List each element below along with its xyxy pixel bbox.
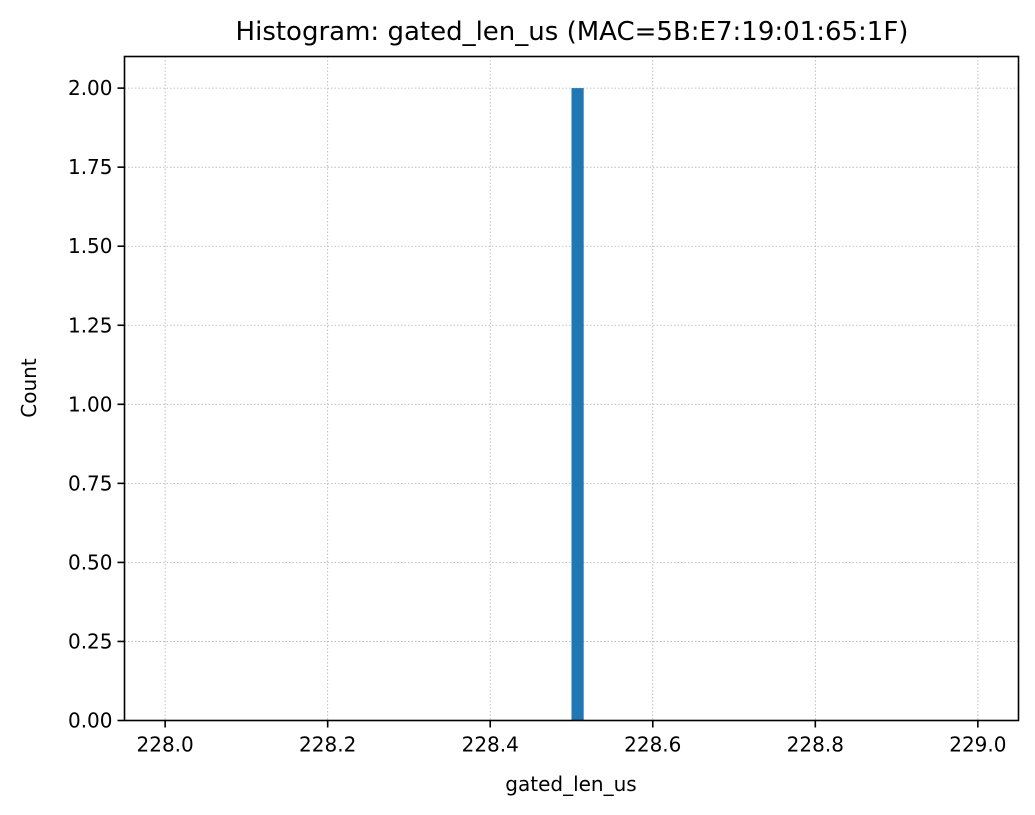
histogram-bars	[571, 88, 584, 721]
y-tick-label: 0.00	[68, 709, 113, 733]
plot-area-frame	[123, 55, 1020, 722]
x-tick-label: 228.2	[299, 733, 356, 757]
y-axis-label: Count	[17, 358, 41, 418]
axis-ticks: 228.0 228.2 228.4 228.6 228.8 229.0 0.00 0.25 0.…	[68, 76, 1007, 756]
y-tick-label: 0.25	[68, 629, 113, 653]
x-tick-label: 228.4	[462, 733, 519, 757]
x-tick-label: 228.0	[137, 733, 194, 757]
y-tick-label: 1.00	[68, 392, 113, 416]
y-tick-label: 0.75	[68, 471, 113, 495]
x-tick-label: 229.0	[949, 733, 1006, 757]
y-tick-label: 2.00	[68, 76, 113, 100]
histogram-bar	[571, 88, 584, 721]
y-tick-label: 1.50	[68, 234, 113, 258]
y-tick-label: 0.50	[68, 550, 113, 574]
y-tick-label: 1.25	[68, 313, 113, 337]
chart-title: Histogram: gated_len_us (MAC=5B:E7:19:01…	[236, 17, 909, 47]
y-tick-label: 1.75	[68, 155, 113, 179]
x-tick-label: 228.6	[624, 733, 681, 757]
grid-lines	[124, 56, 1019, 721]
x-tick-label: 228.8	[787, 733, 844, 757]
x-axis-label: gated_len_us	[505, 772, 636, 796]
